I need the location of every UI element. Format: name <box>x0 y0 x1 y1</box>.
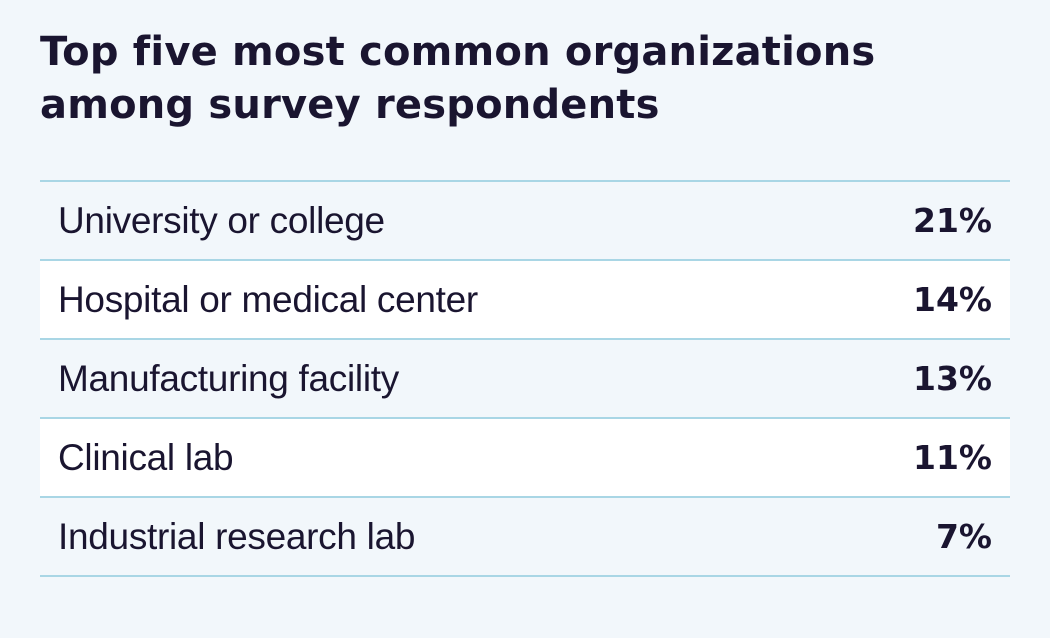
chart-title: Top five most common organizations among… <box>40 29 876 128</box>
table-row: Manufacturing facility 13% <box>40 340 1010 419</box>
row-label: Industrial research lab <box>58 515 416 557</box>
row-label: Clinical lab <box>58 436 234 478</box>
row-value: 21% <box>913 201 992 240</box>
row-label: Hospital or medical center <box>58 278 478 320</box>
data-table: University or college 21% Hospital or me… <box>40 180 1010 577</box>
table-row: Hospital or medical center 14% <box>40 261 1010 340</box>
table-row: University or college 21% <box>40 182 1010 261</box>
row-label: University or college <box>58 199 385 241</box>
row-value: 7% <box>935 517 992 556</box>
table-row: Clinical lab 11% <box>40 419 1010 498</box>
row-label: Manufacturing facility <box>58 357 399 399</box>
row-value: 13% <box>913 359 992 398</box>
row-value: 14% <box>913 280 992 319</box>
row-value: 11% <box>913 438 992 477</box>
table-row: Industrial research lab 7% <box>40 498 1010 577</box>
